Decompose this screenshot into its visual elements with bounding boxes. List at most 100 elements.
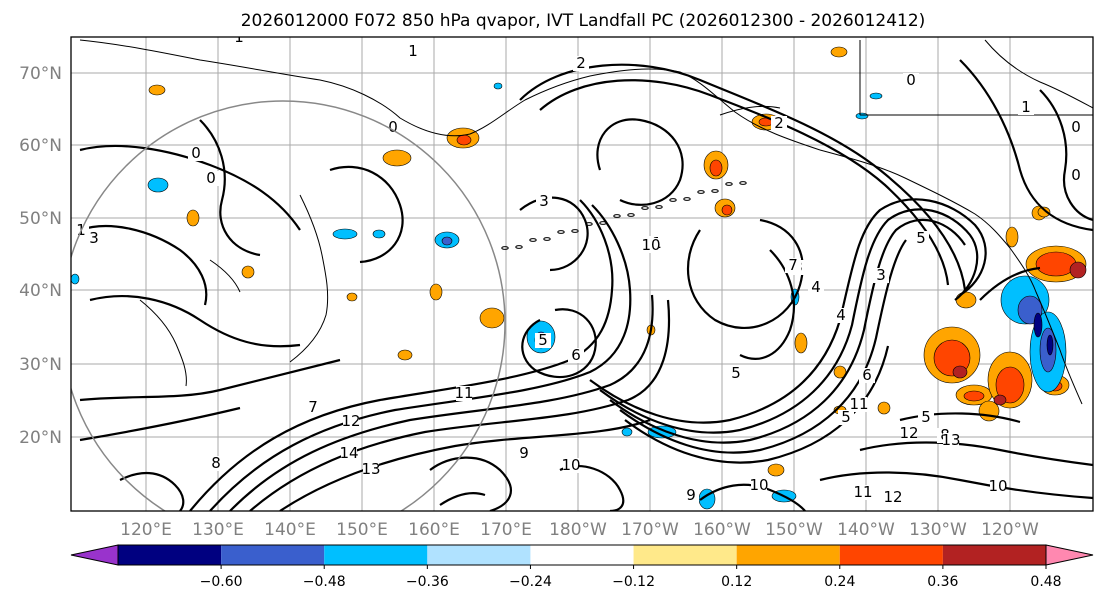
positive-anomaly-area (346, 292, 358, 302)
longitude-tick-label: 130°W (909, 520, 967, 540)
contour-label-background (86, 231, 102, 246)
contour-value-label: 0 (206, 169, 216, 187)
colorbar-swatch (324, 545, 428, 565)
colorbar-tick-label: −0.48 (303, 574, 346, 590)
contour-value-label: 5 (841, 408, 851, 426)
ivt-contour-line (899, 412, 1021, 424)
coastline-segment (289, 194, 329, 363)
contour-label-background (341, 446, 357, 461)
positive-anomaly-area (241, 265, 255, 279)
ivt-contour-line (979, 266, 1041, 301)
negative-anomaly-area (647, 425, 677, 439)
landfall-region-circle (71, 100, 506, 511)
island-outline (739, 181, 747, 185)
contour-label-background (1068, 120, 1084, 135)
contour-value-label: 10 (749, 476, 768, 494)
contour-label-background (405, 44, 421, 59)
ivt-contour-line (199, 119, 261, 257)
ivt-contour-line (686, 218, 804, 329)
negative-anomaly-peak (1033, 312, 1043, 338)
contour-value-label: 11 (849, 395, 868, 413)
negative-anomaly-area (332, 228, 358, 240)
contour-value-label: 2 (576, 54, 586, 72)
ivt-contour-line (619, 239, 907, 454)
longitude-tick-label: 150°E (336, 520, 388, 540)
contour-label-background (808, 280, 824, 295)
latitude-tick-label: 70°N (19, 64, 62, 84)
contour-label-background (918, 410, 934, 425)
positive-anomaly-core (963, 390, 985, 402)
contour-label-background (771, 116, 787, 131)
ivt-contour-line (89, 294, 301, 348)
contour-label-background (563, 458, 579, 473)
ivt-contour-line (249, 299, 671, 511)
colorbar-swatch (221, 545, 325, 565)
contour-label-background (208, 456, 224, 471)
positive-anomaly-core (995, 366, 1025, 404)
colorbar-tick-label: −0.12 (612, 574, 655, 590)
contour-label-background (363, 462, 379, 477)
colorbar-tick-label: −0.60 (200, 574, 243, 590)
ivt-contour-line (209, 204, 632, 511)
positive-anomaly-core (709, 159, 723, 177)
contour-label-background (903, 73, 919, 88)
longitude-tick-label: 150°W (765, 520, 823, 540)
longitude-tick-label: 120°E (120, 520, 172, 540)
map-panel: 1212100003415334655565781112141391011121… (70, 36, 1094, 512)
contour-value-label: 12 (899, 424, 918, 442)
contour-label-background (385, 120, 401, 135)
ivt-contour-line (229, 294, 654, 511)
contour-label-background (188, 146, 204, 161)
island-outline (543, 237, 551, 241)
colorbar-tick-label: 0.12 (721, 574, 752, 590)
moisture-anomaly-shading (71, 46, 1087, 510)
longitude-tick-label: 140°W (837, 520, 895, 540)
ivt-contour-line (119, 472, 185, 511)
ivt-contour-line (429, 456, 512, 511)
contour-value-label: 13 (361, 460, 380, 478)
contour-value-label: 0 (1071, 166, 1081, 184)
ivt-contour-line (79, 358, 341, 402)
positive-anomaly-area (1037, 206, 1051, 218)
ivt-contour-line (439, 491, 486, 506)
contour-value-label: 0 (906, 71, 916, 89)
coastline-segment (209, 259, 241, 293)
ivt-contour-line (79, 406, 241, 442)
contour-value-label: 5 (731, 364, 741, 382)
coastline-segment (79, 39, 526, 137)
colorbar-swatch (530, 545, 634, 565)
contour-label-background (851, 397, 867, 412)
positive-anomaly-core (721, 204, 733, 216)
positive-anomaly-area (955, 291, 977, 309)
ivt-contours (79, 59, 1093, 511)
island-outline (725, 182, 733, 186)
colorbar-swatch (942, 545, 1046, 565)
colorbar-outline (117, 544, 1047, 566)
contour-value-label: 0 (1071, 118, 1081, 136)
contour-label-background (1018, 100, 1034, 115)
colorbar-swatch (118, 545, 222, 565)
contour-label-background (990, 479, 1006, 494)
contour-value-label: 6 (862, 366, 872, 384)
latitude-tick-label: 60°N (19, 136, 62, 156)
longitude-tick-label: 160°E (408, 520, 460, 540)
contour-label-background (231, 37, 247, 45)
contour-value-label: 7 (788, 256, 798, 274)
ivt-contour-line (279, 418, 651, 511)
positive-anomaly-area (429, 283, 443, 301)
island-outline (613, 214, 621, 218)
colorbar-extend-low (70, 544, 119, 566)
colorbar-extend-high (1045, 544, 1094, 566)
longitude-tick-label: 120°W (981, 520, 1039, 540)
coastline-segment (139, 299, 187, 387)
positive-anomaly-area (833, 365, 847, 379)
longitude-labels: 120°E 130°E 140°E 150°E 160°E 170°E 180°W 170°W… (120, 520, 1039, 540)
positive-anomaly-area (794, 332, 808, 354)
positive-anomaly-core (456, 134, 472, 146)
map-background (71, 37, 1093, 511)
positive-anomaly-area (767, 463, 785, 477)
longitude-tick-label: 160°W (693, 520, 751, 540)
contour-label-background (1068, 168, 1084, 183)
contour-value-label: 0 (191, 144, 201, 162)
